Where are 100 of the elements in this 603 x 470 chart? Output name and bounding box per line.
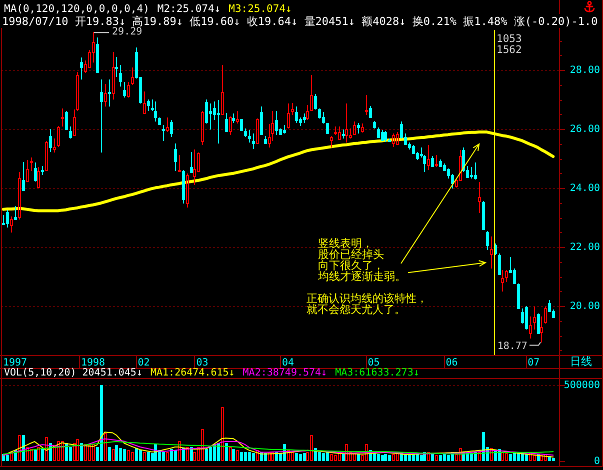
bar [268, 452, 271, 461]
bar [30, 449, 33, 461]
bar [373, 453, 376, 461]
bar [478, 452, 481, 461]
candlestick [178, 154, 181, 172]
candlestick [365, 94, 368, 116]
candlestick [295, 106, 298, 124]
bar [248, 452, 251, 461]
candlestick [100, 79, 103, 154]
bar [170, 449, 173, 461]
bar [92, 444, 95, 461]
candlestick [26, 160, 29, 182]
annotation: 18.77 [497, 340, 528, 352]
bar [100, 385, 103, 461]
bar [271, 452, 274, 461]
annotation: 就不会怨天尤人了。 [306, 302, 406, 316]
bar [310, 435, 313, 461]
candlestick [474, 162, 477, 180]
bar [345, 444, 348, 461]
bar [34, 450, 37, 461]
candlestick [34, 162, 37, 182]
bar [139, 450, 142, 461]
bar [291, 452, 294, 461]
bar [37, 447, 40, 461]
bar [299, 454, 302, 461]
bar [353, 453, 356, 461]
bar [190, 447, 193, 461]
candlestick [310, 74, 313, 111]
candlestick [221, 64, 224, 115]
candlestick [330, 136, 333, 148]
candlestick [61, 108, 64, 128]
bar [540, 455, 543, 461]
bar [73, 443, 76, 461]
bar [381, 455, 384, 461]
candlestick [193, 148, 196, 186]
bar [443, 454, 446, 461]
bar [529, 452, 532, 461]
candlestick [30, 157, 33, 172]
annotation: M2:25.074↓ [157, 3, 221, 15]
bar [431, 454, 434, 461]
bar [322, 453, 325, 461]
bar [533, 455, 536, 461]
candlestick [154, 101, 157, 122]
bar [303, 453, 306, 461]
candlestick [252, 133, 255, 150]
annotation: 正确认识均线的该特性， [306, 292, 428, 305]
bar [108, 447, 111, 461]
bar [53, 445, 56, 461]
bar [357, 454, 360, 461]
bar [57, 441, 60, 461]
bar [41, 449, 44, 461]
candlestick [306, 104, 309, 120]
bar [396, 453, 399, 461]
bar [112, 449, 115, 461]
bar [447, 455, 450, 461]
candlestick [345, 102, 348, 144]
candlestick [236, 110, 239, 124]
bar [104, 433, 107, 461]
candlestick [287, 102, 290, 129]
bar [435, 455, 438, 461]
candlestick [213, 101, 216, 120]
bar [135, 448, 138, 461]
bar [334, 455, 337, 461]
candlestick [80, 57, 83, 80]
candlestick [143, 91, 146, 114]
bar [384, 454, 387, 461]
bar [225, 443, 228, 461]
annotation: 29.29 [112, 26, 142, 38]
bar [127, 450, 130, 461]
bar [147, 452, 150, 461]
bar [420, 455, 423, 461]
bar [509, 454, 512, 461]
bar [388, 455, 391, 461]
bar [295, 453, 298, 461]
bar [490, 448, 493, 461]
bar [318, 452, 321, 461]
candlestick [435, 154, 438, 168]
bar [459, 448, 462, 461]
candlestick [49, 128, 52, 152]
candlestick [10, 216, 13, 233]
bar [119, 448, 122, 461]
bar [439, 455, 442, 461]
bar [244, 452, 247, 461]
bar [123, 449, 126, 461]
bar [201, 429, 204, 461]
bar [287, 450, 290, 461]
annotation: 1053 [496, 33, 522, 45]
title: MA(0,120,120,0,0,0,0,4) [4, 3, 150, 15]
bar [377, 454, 380, 461]
candlestick [209, 102, 212, 130]
bar [365, 444, 368, 461]
bar [256, 450, 259, 461]
bar [252, 453, 255, 461]
annotation: 日线 [570, 355, 592, 368]
candlestick [174, 143, 177, 172]
candlestick [190, 151, 193, 173]
bar [338, 453, 341, 461]
bar [76, 439, 79, 461]
bar [10, 452, 13, 461]
candlestick [14, 206, 17, 220]
